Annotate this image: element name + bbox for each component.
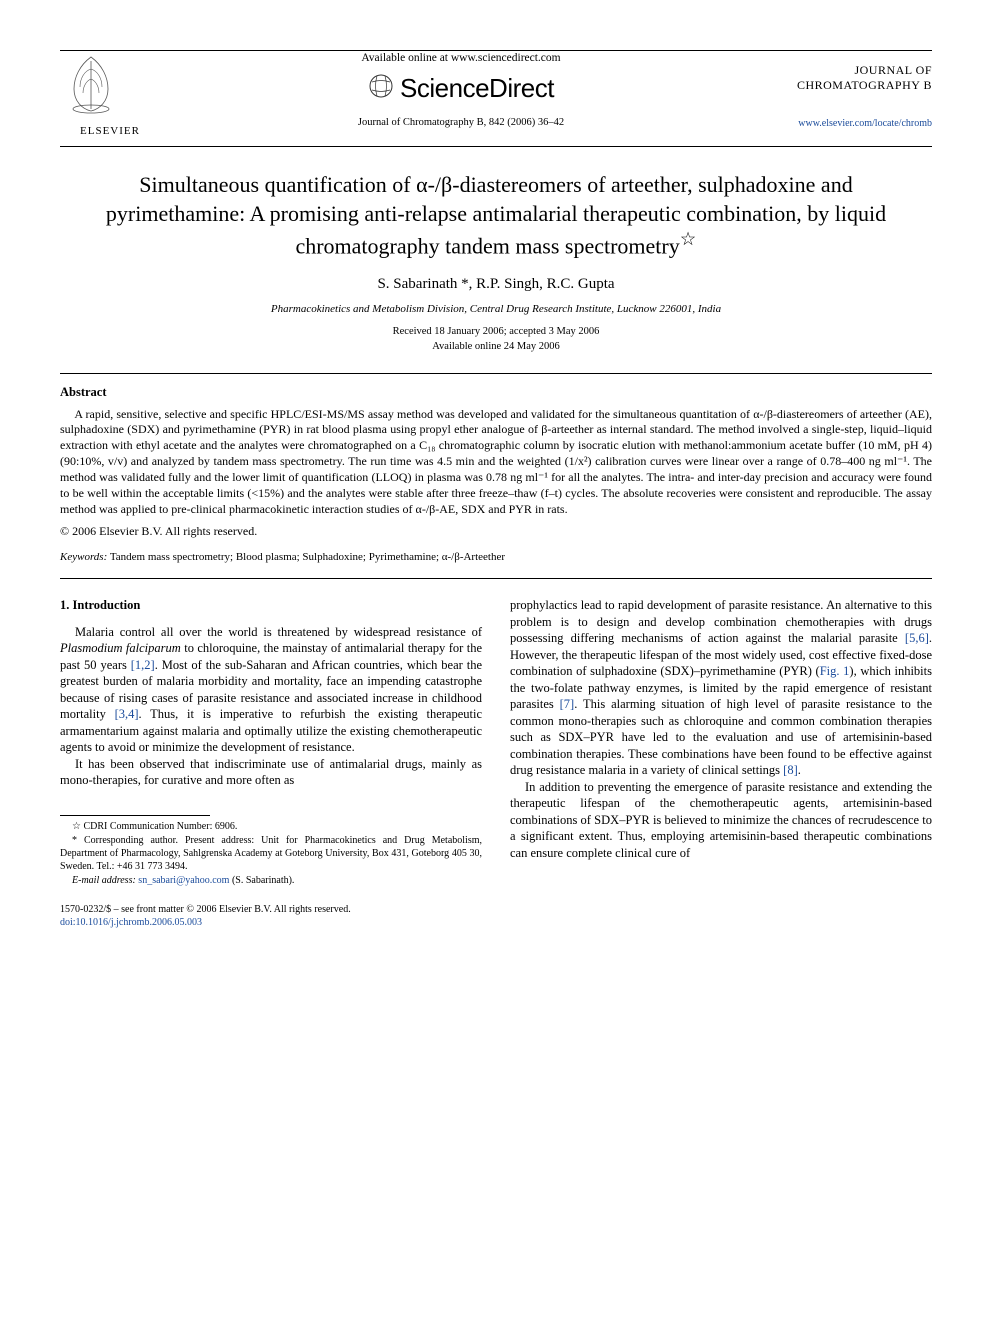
email-who: (S. Sabarinath).	[232, 875, 295, 886]
elsevier-tree-icon	[60, 51, 122, 117]
article-dates: Received 18 January 2006; accepted 3 May…	[60, 325, 932, 354]
journal-name-right: JOURNAL OF CHROMATOGRAPHY B	[762, 63, 932, 93]
fig-link-1[interactable]: Fig. 1	[820, 664, 850, 678]
rule-after-header	[60, 146, 932, 147]
ref-link-5-6[interactable]: [5,6]	[905, 631, 929, 645]
keywords: Keywords: Tandem mass spectrometry; Bloo…	[60, 550, 932, 565]
footnotes-rule	[60, 815, 210, 816]
dates-online: Available online 24 May 2006	[432, 341, 560, 352]
sciencedirect-wordmark: ScienceDirect	[400, 71, 554, 106]
issn-line: 1570-0232/$ – see front matter © 2006 El…	[60, 903, 482, 916]
journal-citation: Journal of Chromatography B, 842 (2006) …	[160, 116, 762, 130]
intro-p1-species: Plasmodium falciparum	[60, 641, 181, 655]
title-text: Simultaneous quantification of α-/β-dias…	[106, 172, 886, 258]
publisher-name: ELSEVIER	[60, 124, 160, 139]
footer-block: 1570-0232/$ – see front matter © 2006 El…	[60, 903, 482, 929]
keywords-text: Tandem mass spectrometry; Blood plasma; …	[110, 551, 505, 563]
rule-after-keywords	[60, 578, 932, 579]
footnote-cdri: ☆ CDRI Communication Number: 6906.	[60, 820, 482, 833]
section-heading-intro: 1. Introduction	[60, 597, 482, 614]
footnote-star-text: ☆ CDRI Communication Number: 6906.	[72, 821, 237, 832]
copyright-line: © 2006 Elsevier B.V. All rights reserved…	[60, 523, 932, 539]
left-column: 1. Introduction Malaria control all over…	[60, 597, 482, 929]
ref-link-1-2[interactable]: [1,2]	[131, 658, 155, 672]
abstract-body: A rapid, sensitive, selective and specif…	[60, 407, 932, 518]
intro-para-right-2: In addition to preventing the emergence …	[510, 779, 932, 862]
doi-link[interactable]: doi:10.1016/j.jchromb.2006.05.003	[60, 917, 202, 928]
body-columns: 1. Introduction Malaria control all over…	[60, 597, 932, 929]
intro-p1-a: Malaria control all over the world is th…	[75, 625, 482, 639]
intro-para-1: Malaria control all over the world is th…	[60, 624, 482, 756]
footnote-corresponding: * Corresponding author. Present address:…	[60, 834, 482, 873]
email-address[interactable]: sn_sabari@yahoo.com	[138, 875, 229, 886]
rule-before-abstract	[60, 373, 932, 374]
journal-name-l1: JOURNAL OF	[854, 63, 932, 77]
journal-name-l2: CHROMATOGRAPHY B	[797, 78, 932, 92]
r1-e: .	[798, 763, 801, 777]
article-title: Simultaneous quantification of α-/β-dias…	[100, 171, 892, 260]
intro-para-2: It has been observed that indiscriminate…	[60, 756, 482, 789]
page: ELSEVIER Available online at www.science…	[0, 0, 992, 969]
authors: S. Sabarinath *, R.P. Singh, R.C. Gupta	[60, 274, 932, 294]
locate-url[interactable]: www.elsevier.com/locate/chromb	[762, 117, 932, 131]
ref-link-8[interactable]: [8]	[783, 763, 798, 777]
right-column: prophylactics lead to rapid development …	[510, 597, 932, 929]
doi-line: doi:10.1016/j.jchromb.2006.05.003	[60, 916, 482, 929]
header-right: JOURNAL OF CHROMATOGRAPHY B www.elsevier…	[762, 51, 932, 131]
sciencedirect-ball-icon	[368, 73, 394, 104]
footnote-email: E-mail address: sn_sabari@yahoo.com (S. …	[60, 874, 482, 887]
dates-received: Received 18 January 2006; accepted 3 May…	[393, 326, 600, 337]
intro-para-right-1: prophylactics lead to rapid development …	[510, 597, 932, 779]
abstract-heading: Abstract	[60, 384, 932, 401]
header-center: Available online at www.sciencedirect.co…	[160, 51, 762, 130]
ref-link-7[interactable]: [7]	[560, 697, 575, 711]
keywords-label: Keywords:	[60, 551, 107, 563]
r1-a: prophylactics lead to rapid development …	[510, 598, 932, 645]
sciencedirect-logo: ScienceDirect	[368, 71, 554, 106]
ref-link-3-4[interactable]: [3,4]	[115, 707, 139, 721]
affiliation: Pharmacokinetics and Metabolism Division…	[60, 302, 932, 317]
abstract-text: A rapid, sensitive, selective and specif…	[60, 407, 932, 516]
footnotes: ☆ CDRI Communication Number: 6906. * Cor…	[60, 820, 482, 887]
email-label: E-mail address:	[72, 875, 136, 886]
publisher-block: ELSEVIER	[60, 51, 160, 138]
title-note-marker: ☆	[680, 229, 697, 250]
header: ELSEVIER Available online at www.science…	[60, 51, 932, 138]
r1-d: . This alarming situation of high level …	[510, 697, 932, 777]
available-online-text: Available online at www.sciencedirect.co…	[160, 51, 762, 67]
